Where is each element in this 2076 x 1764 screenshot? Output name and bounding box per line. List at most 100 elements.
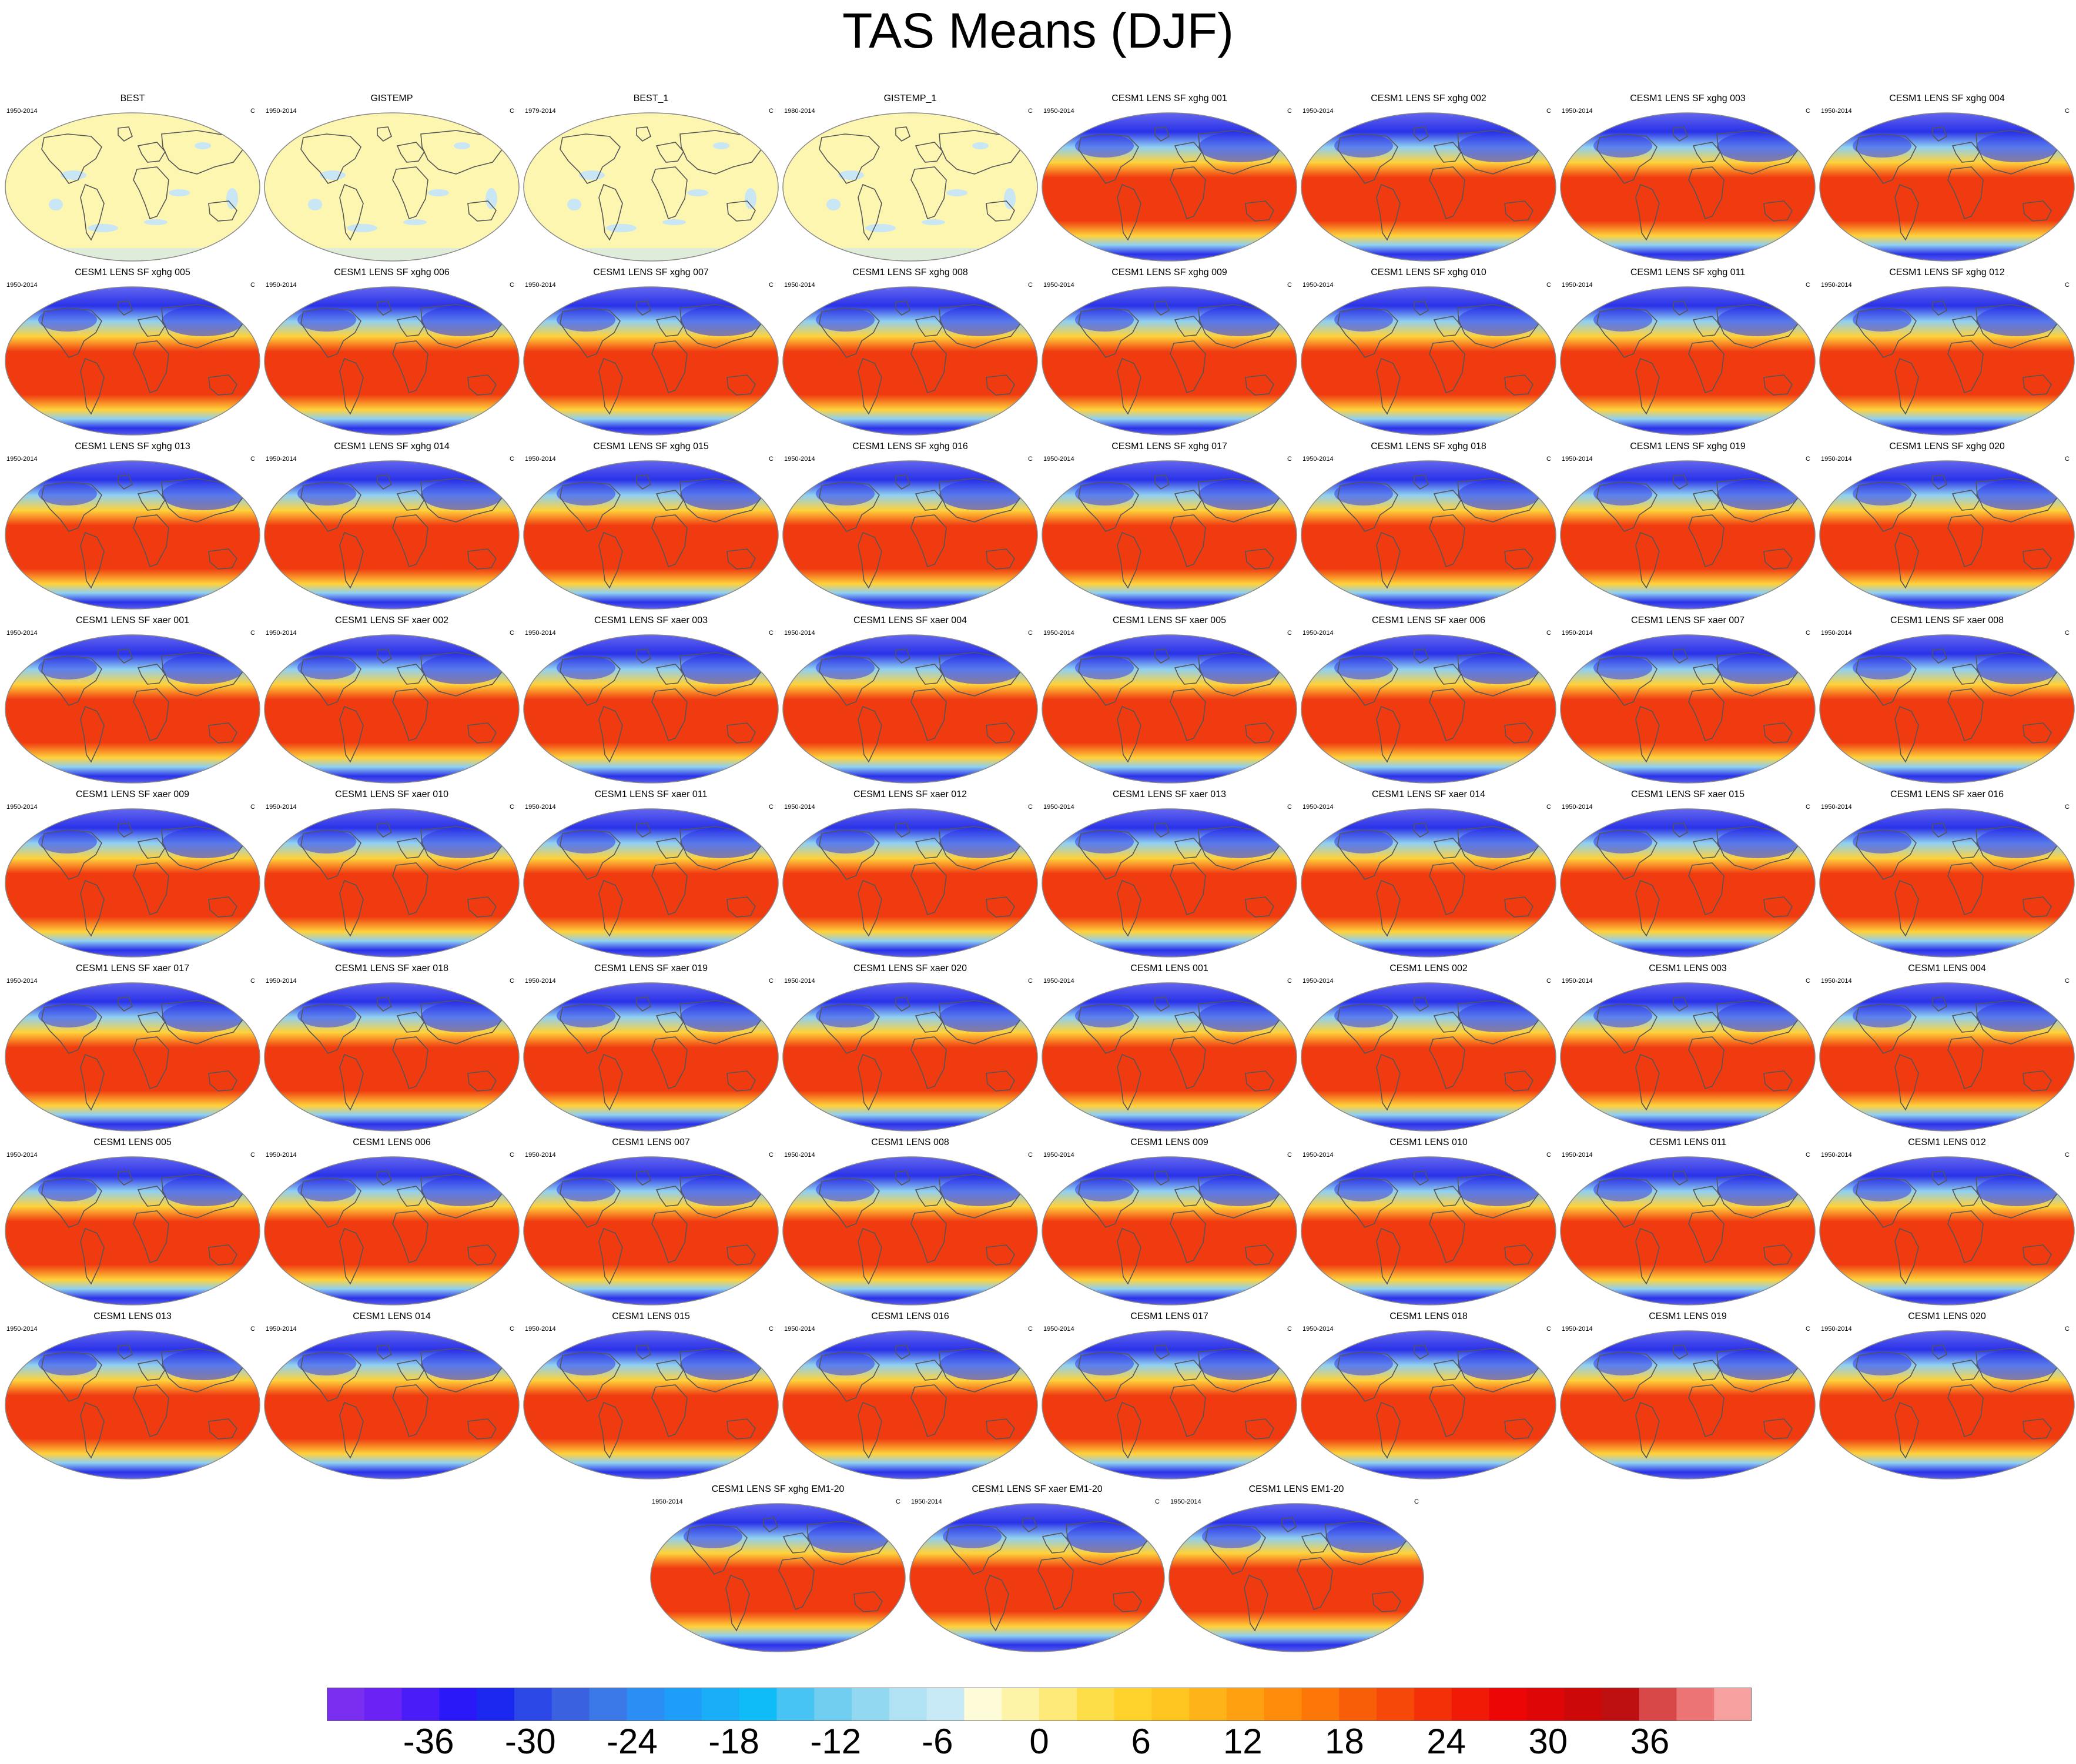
colorbar-swatch <box>1076 1688 1115 1721</box>
map-panel: CESM1 LENS SF xaer 018 1950-2014 C <box>262 963 521 1133</box>
panel-period: 1950-2014 <box>6 282 38 289</box>
colorbar-swatch <box>1714 1688 1752 1721</box>
map-panel: CESM1 LENS SF xghg 004 1950-2014 C <box>1817 93 2076 263</box>
tas-map <box>264 286 520 436</box>
panel-units: C <box>2065 1152 2070 1159</box>
tas-map <box>1301 982 1556 1132</box>
panel-period: 1950-2014 <box>1043 282 1074 289</box>
tas-map <box>1560 1156 1816 1306</box>
panel-title: CESM1 LENS EM1-20 <box>1248 1484 1344 1494</box>
tas-map <box>782 634 1038 784</box>
colorbar-swatch <box>1639 1688 1677 1721</box>
panel-units: C <box>769 804 774 811</box>
panel-period: 1950-2014 <box>525 456 556 463</box>
map-panel: CESM1 LENS 011 1950-2014 C <box>1558 1137 1817 1307</box>
colorbar-swatch <box>1039 1688 1077 1721</box>
map-panel: CESM1 LENS 016 1950-2014 C <box>781 1311 1040 1481</box>
tas-map <box>1042 112 1297 262</box>
tas-map <box>523 286 779 436</box>
tas-map <box>782 808 1038 958</box>
panel-units: C <box>1414 1498 1419 1505</box>
panel-units: C <box>1546 978 1551 985</box>
map-panel: CESM1 LENS 019 1950-2014 C <box>1558 1311 1817 1481</box>
colorbar-swatch <box>439 1688 477 1721</box>
colorbar-swatch <box>477 1688 515 1721</box>
panel-period: 1950-2014 <box>1302 978 1334 985</box>
map-panel: CESM1 LENS SF xaer 008 1950-2014 C <box>1817 615 2076 785</box>
tas-map <box>1042 286 1297 436</box>
panel-units: C <box>1546 282 1551 289</box>
tas-map <box>5 286 260 436</box>
panel-units: C <box>1287 804 1292 811</box>
colorbar-tick-label: -24 <box>607 1722 658 1761</box>
map-panel: CESM1 LENS SF xaer 015 1950-2014 C <box>1558 789 1817 959</box>
panel-title: CESM1 LENS SF xghg 019 <box>1630 441 1746 451</box>
panel-units: C <box>2065 1325 2070 1333</box>
panel-title: CESM1 LENS 009 <box>1130 1137 1208 1147</box>
panel-units: C <box>1028 978 1033 985</box>
colorbar-swatch <box>514 1688 553 1721</box>
panel-units: C <box>1546 1325 1551 1333</box>
tas-map <box>523 982 779 1132</box>
tas-map <box>523 634 779 784</box>
tas-map <box>1819 460 2075 610</box>
panel-units: C <box>1155 1498 1160 1505</box>
panel-units: C <box>510 804 514 811</box>
colorbar-swatch <box>1339 1688 1377 1721</box>
panel-title: CESM1 LENS 002 <box>1389 963 1468 973</box>
map-panel: CESM1 LENS SF xghg 018 1950-2014 C <box>1299 441 1558 611</box>
panel-units: C <box>250 630 255 637</box>
panel-period: 1950-2014 <box>6 456 38 463</box>
panel-period: 1950-2014 <box>784 978 815 985</box>
map-panel: CESM1 LENS SF xaer 001 1950-2014 C <box>3 615 262 785</box>
panel-units: C <box>769 1152 774 1159</box>
tas-map <box>1560 112 1816 262</box>
panel-period: 1950-2014 <box>784 804 815 811</box>
tas-map <box>523 460 779 610</box>
map-panel: CESM1 LENS 003 1950-2014 C <box>1558 963 1817 1133</box>
map-panel: CESM1 LENS 006 1950-2014 C <box>262 1137 521 1307</box>
panel-units: C <box>1028 630 1033 637</box>
map-panel: CESM1 LENS 017 1950-2014 C <box>1040 1311 1299 1481</box>
panel-period: 1950-2014 <box>525 282 556 289</box>
panel-title: GISTEMP <box>370 93 413 103</box>
tas-map <box>1042 460 1297 610</box>
panel-units: C <box>510 282 514 289</box>
panel-title: CESM1 LENS SF xghg 005 <box>75 267 190 277</box>
panel-title: CESM1 LENS SF xaer 005 <box>1113 615 1226 625</box>
tas-map <box>523 808 779 958</box>
panel-period: 1950-2014 <box>1302 1152 1334 1159</box>
panel-title: BEST_1 <box>633 93 669 103</box>
panel-title: CESM1 LENS SF xaer 015 <box>1631 789 1744 799</box>
panel-title: CESM1 LENS 006 <box>353 1137 431 1147</box>
panel-period: 1950-2014 <box>1043 108 1074 115</box>
panel-units: C <box>2065 108 2070 115</box>
tas-map <box>1042 1156 1297 1306</box>
panel-title: CESM1 LENS SF xaer 008 <box>1890 615 2004 625</box>
map-panel: CESM1 LENS 004 1950-2014 C <box>1817 963 2076 1133</box>
panel-period: 1950-2014 <box>525 1152 556 1159</box>
map-panel: CESM1 LENS SF xghg 008 1950-2014 C <box>781 267 1040 437</box>
colorbar-swatch <box>1151 1688 1190 1721</box>
colorbar-swatch <box>1189 1688 1227 1721</box>
panel-period: 1950-2014 <box>266 108 297 115</box>
panel-title: CESM1 LENS 012 <box>1908 1137 1986 1147</box>
panel-units: C <box>2065 978 2070 985</box>
tas-map <box>1560 1330 1816 1480</box>
map-panel: CESM1 LENS 001 1950-2014 C <box>1040 963 1299 1133</box>
colorbar-swatch <box>401 1688 440 1721</box>
colorbar-swatch <box>1564 1688 1602 1721</box>
panel-period: 1950-2014 <box>6 630 38 637</box>
panel-units: C <box>2065 804 2070 811</box>
panel-title: CESM1 LENS SF xaer 009 <box>76 789 189 799</box>
panel-title: CESM1 LENS SF xghg 014 <box>334 441 450 451</box>
colorbar-tick-label: -36 <box>403 1722 454 1761</box>
panel-title: CESM1 LENS 011 <box>1649 1137 1727 1147</box>
panel-period: 1950-2014 <box>1302 108 1334 115</box>
panel-period: 1950-2014 <box>1043 1325 1074 1333</box>
panel-title: CESM1 LENS SF xaer 012 <box>853 789 967 799</box>
panel-units: C <box>1806 1152 1810 1159</box>
colorbar-swatch <box>1451 1688 1489 1721</box>
map-panel: BEST 1950-2014 C <box>3 93 262 263</box>
panel-units: C <box>1287 456 1292 463</box>
